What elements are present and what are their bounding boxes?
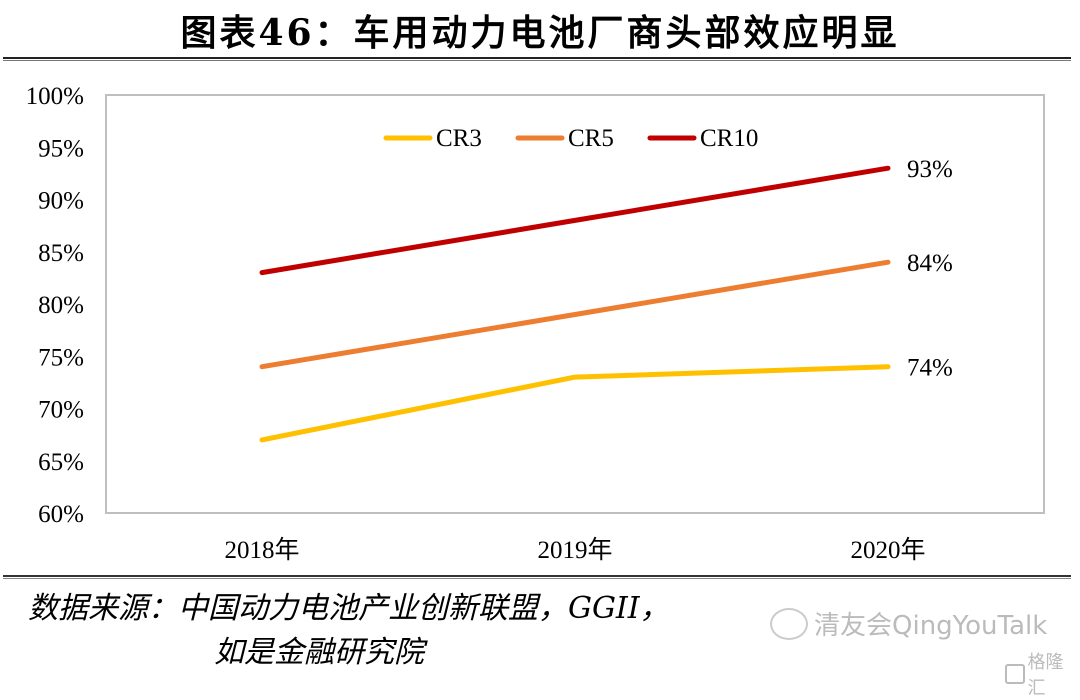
legend: CR3 CR5 CR10 [386,125,758,152]
y-tick-label: 100% [26,83,84,110]
data-label-cr3: 74% [907,355,953,382]
x-tick-label: 2019年 [537,536,612,564]
y-tick-label: 75% [38,344,84,371]
y-tick-label: 85% [38,240,84,267]
y-tick-label: 90% [38,188,84,215]
data-source-note: 数据来源：中国动力电池产业创新联盟，GGII， 如是金融研究院 [28,587,670,675]
wechat-chat-icon [770,608,808,640]
brand-watermark-text: 格隆汇 [1028,648,1080,700]
source-divider [3,575,1071,577]
y-axis-tick-labels: 60% 65% 70% 75% 80% 85% 90% 95% 100% [26,83,84,528]
data-label-cr5: 84% [907,250,953,277]
x-axis-tick-labels: 2018年 2019年 2020年 [224,536,925,564]
plot-area [106,95,1044,513]
legend-label-cr5: CR5 [568,125,614,152]
x-tick-label: 2020年 [850,536,925,564]
source-line-1: 数据来源：中国动力电池产业创新联盟，GGII， [28,591,670,626]
source-line-2: 如是金融研究院 [28,631,670,675]
source-divider-thin [3,578,1071,579]
watermark: 清友会QingYouTalk [770,605,1047,642]
brand-watermark: 格隆汇 [1005,648,1080,700]
y-tick-label: 60% [38,501,84,528]
gelonghui-logo-icon [1005,664,1025,684]
watermark-text: 清友会QingYouTalk [814,605,1047,642]
x-tick-label: 2018年 [224,536,299,564]
y-tick-label: 70% [38,397,84,424]
y-tick-label: 80% [38,292,84,319]
y-tick-label: 65% [38,449,84,476]
legend-label-cr3: CR3 [436,125,482,152]
data-label-cr10: 93% [907,156,953,183]
y-tick-label: 95% [38,135,84,162]
legend-label-cr10: CR10 [700,125,758,152]
